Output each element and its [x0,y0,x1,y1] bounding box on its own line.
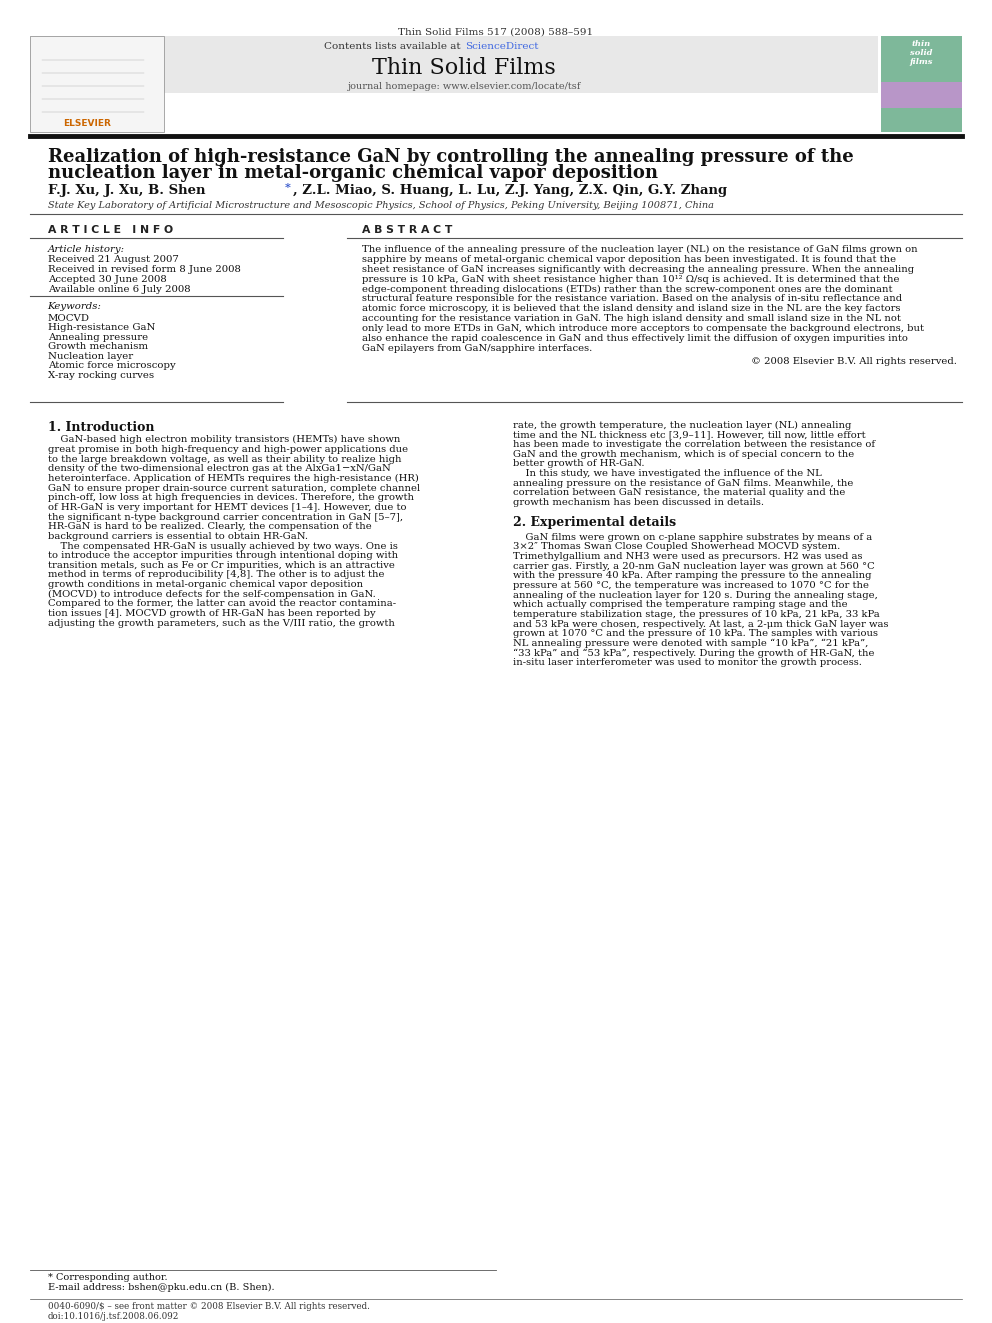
Text: rate, the growth temperature, the nucleation layer (NL) annealing: rate, the growth temperature, the nuclea… [513,421,851,430]
Text: nucleation layer in metal-organic chemical vapor deposition: nucleation layer in metal-organic chemic… [48,164,658,183]
Text: sheet resistance of GaN increases significantly with decreasing the annealing pr: sheet resistance of GaN increases signif… [362,265,915,274]
Text: GaN films were grown on c-plane sapphire substrates by means of a: GaN films were grown on c-plane sapphire… [513,533,872,542]
Text: to introduce the acceptor impurities through intentional doping with: to introduce the acceptor impurities thr… [48,552,398,560]
Text: (MOCVD) to introduce defects for the self-compensation in GaN.: (MOCVD) to introduce defects for the sel… [48,590,375,599]
Text: grown at 1070 °C and the pressure of 10 kPa. The samples with various: grown at 1070 °C and the pressure of 10 … [513,630,878,639]
Text: density of the two-dimensional electron gas at the AlxGa1−xN/GaN: density of the two-dimensional electron … [48,464,391,474]
Text: GaN epilayers from GaN/sapphire interfaces.: GaN epilayers from GaN/sapphire interfac… [362,344,592,353]
Text: * Corresponding author.: * Corresponding author. [48,1273,168,1282]
Text: Growth mechanism: Growth mechanism [48,343,148,351]
Text: has been made to investigate the correlation between the resistance of: has been made to investigate the correla… [513,441,875,448]
Text: GaN-based high electron mobility transistors (HEMTs) have shown: GaN-based high electron mobility transis… [48,435,400,445]
Text: GaN and the growth mechanism, which is of special concern to the: GaN and the growth mechanism, which is o… [513,450,854,459]
Text: Contents lists available at: Contents lists available at [324,42,464,52]
Text: pinch-off, low loss at high frequencies in devices. Therefore, the growth: pinch-off, low loss at high frequencies … [48,493,414,503]
Text: with the pressure 40 kPa. After ramping the pressure to the annealing: with the pressure 40 kPa. After ramping … [513,572,871,581]
Text: Keywords:: Keywords: [48,302,101,311]
Text: Nucleation layer: Nucleation layer [48,352,133,361]
Text: pressure at 560 °C, the temperature was increased to 1070 °C for the: pressure at 560 °C, the temperature was … [513,581,869,590]
Text: great promise in both high-frequency and high-power applications due: great promise in both high-frequency and… [48,445,408,454]
Text: edge-component threading dislocations (ETDs) rather than the screw-component one: edge-component threading dislocations (E… [362,284,893,294]
FancyBboxPatch shape [881,36,962,82]
Text: The compensated HR-GaN is usually achieved by two ways. One is: The compensated HR-GaN is usually achiev… [48,541,398,550]
Text: also enhance the rapid coalescence in GaN and thus effectively limit the diffusi: also enhance the rapid coalescence in Ga… [362,333,908,343]
Text: NL annealing pressure were denoted with sample “10 kPa”, “21 kPa”,: NL annealing pressure were denoted with … [513,639,868,648]
Text: Thin Solid Films 517 (2008) 588–591: Thin Solid Films 517 (2008) 588–591 [399,28,593,37]
Text: In this study, we have investigated the influence of the NL: In this study, we have investigated the … [513,468,821,478]
Text: HR-GaN is hard to be realized. Clearly, the compensation of the: HR-GaN is hard to be realized. Clearly, … [48,523,371,532]
Text: E-mail address: bshen@pku.edu.cn (B. Shen).: E-mail address: bshen@pku.edu.cn (B. She… [48,1283,274,1293]
Text: Received 21 August 2007: Received 21 August 2007 [48,255,179,265]
Text: Available online 6 July 2008: Available online 6 July 2008 [48,284,190,294]
Text: GaN to ensure proper drain-source current saturation, complete channel: GaN to ensure proper drain-source curren… [48,483,420,492]
Text: adjusting the growth parameters, such as the V/III ratio, the growth: adjusting the growth parameters, such as… [48,619,395,628]
Text: heterointerface. Application of HEMTs requires the high-resistance (HR): heterointerface. Application of HEMTs re… [48,474,419,483]
Text: sapphire by means of metal-organic chemical vapor deposition has been investigat: sapphire by means of metal-organic chemi… [362,254,896,263]
Text: Article history:: Article history: [48,245,125,254]
Text: Atomic force microscopy: Atomic force microscopy [48,361,176,370]
Text: growth conditions in metal-organic chemical vapor deposition: growth conditions in metal-organic chemi… [48,579,363,589]
Text: background carriers is essential to obtain HR-GaN.: background carriers is essential to obta… [48,532,308,541]
FancyBboxPatch shape [30,36,878,93]
Text: structural feature responsible for the resistance variation. Based on the analys: structural feature responsible for the r… [362,294,902,303]
Text: annealing pressure on the resistance of GaN films. Meanwhile, the: annealing pressure on the resistance of … [513,479,853,488]
Text: growth mechanism has been discussed in details.: growth mechanism has been discussed in d… [513,497,764,507]
FancyBboxPatch shape [30,36,164,132]
Text: *: * [285,181,291,193]
Text: Annealing pressure: Annealing pressure [48,332,148,341]
Text: Trimethylgallium and NH3 were used as precursors. H2 was used as: Trimethylgallium and NH3 were used as pr… [513,552,862,561]
Text: time and the NL thickness etc [3,9–11]. However, till now, little effort: time and the NL thickness etc [3,9–11]. … [513,430,865,439]
Text: F.J. Xu, J. Xu, B. Shen: F.J. Xu, J. Xu, B. Shen [48,184,209,197]
Text: Thin Solid Films: Thin Solid Films [372,57,557,79]
Text: carrier gas. Firstly, a 20-nm GaN nucleation layer was grown at 560 °C: carrier gas. Firstly, a 20-nm GaN nuclea… [513,562,875,570]
Text: MOCVD: MOCVD [48,314,89,323]
Text: correlation between GaN resistance, the material quality and the: correlation between GaN resistance, the … [513,488,845,497]
Text: only lead to more ETDs in GaN, which introduce more acceptors to compensate the : only lead to more ETDs in GaN, which int… [362,324,925,333]
Text: atomic force microscopy, it is believed that the island density and island size : atomic force microscopy, it is believed … [362,304,901,314]
Text: 1. Introduction: 1. Introduction [48,421,154,434]
Text: doi:10.1016/j.tsf.2008.06.092: doi:10.1016/j.tsf.2008.06.092 [48,1312,179,1322]
Text: A B S T R A C T: A B S T R A C T [362,225,452,235]
Text: the significant n-type background carrier concentration in GaN [5–7],: the significant n-type background carrie… [48,512,403,521]
Text: which actually comprised the temperature ramping stage and the: which actually comprised the temperature… [513,601,847,610]
Text: Accepted 30 June 2008: Accepted 30 June 2008 [48,275,167,284]
Text: ELSEVIER: ELSEVIER [63,119,111,128]
Text: transition metals, such as Fe or Cr impurities, which is an attractive: transition metals, such as Fe or Cr impu… [48,561,395,570]
Text: ScienceDirect: ScienceDirect [465,42,539,52]
Text: 3×2″ Thomas Swan Close Coupled Showerhead MOCVD system.: 3×2″ Thomas Swan Close Coupled Showerhea… [513,542,840,552]
Text: accounting for the resistance variation in GaN. The high island density and smal: accounting for the resistance variation … [362,314,901,323]
Text: Compared to the former, the latter can avoid the reactor contamina-: Compared to the former, the latter can a… [48,599,396,609]
Text: Realization of high-resistance GaN by controlling the annealing pressure of the: Realization of high-resistance GaN by co… [48,148,853,167]
Text: in-situ laser interferometer was used to monitor the growth process.: in-situ laser interferometer was used to… [513,659,862,667]
Text: pressure is 10 kPa, GaN with sheet resistance higher than 10¹² Ω/sq is achieved.: pressure is 10 kPa, GaN with sheet resis… [362,274,900,283]
Text: 0040-6090/$ – see front matter © 2008 Elsevier B.V. All rights reserved.: 0040-6090/$ – see front matter © 2008 El… [48,1302,369,1311]
Text: to the large breakdown voltage, as well as their ability to realize high: to the large breakdown voltage, as well … [48,455,401,463]
Text: State Key Laboratory of Artificial Microstructure and Mesoscopic Physics, School: State Key Laboratory of Artificial Micro… [48,201,713,210]
Text: The influence of the annealing pressure of the nucleation layer (NL) on the resi: The influence of the annealing pressure … [362,245,918,254]
Text: annealing of the nucleation layer for 120 s. During the annealing stage,: annealing of the nucleation layer for 12… [513,590,878,599]
Text: thin
solid
films: thin solid films [910,40,933,66]
Text: High-resistance GaN: High-resistance GaN [48,323,155,332]
Text: method in terms of reproducibility [4,8]. The other is to adjust the: method in terms of reproducibility [4,8]… [48,570,384,579]
Text: better growth of HR-GaN.: better growth of HR-GaN. [513,459,645,468]
Text: of HR-GaN is very important for HEMT devices [1–4]. However, due to: of HR-GaN is very important for HEMT dev… [48,503,406,512]
Text: and 53 kPa were chosen, respectively. At last, a 2-μm thick GaN layer was: and 53 kPa were chosen, respectively. At… [513,619,889,628]
FancyBboxPatch shape [881,108,962,132]
Text: 2. Experimental details: 2. Experimental details [513,516,676,529]
Text: journal homepage: www.elsevier.com/locate/tsf: journal homepage: www.elsevier.com/locat… [347,82,581,91]
Text: © 2008 Elsevier B.V. All rights reserved.: © 2008 Elsevier B.V. All rights reserved… [751,356,957,365]
Text: Received in revised form 8 June 2008: Received in revised form 8 June 2008 [48,265,240,274]
Text: X-ray rocking curves: X-ray rocking curves [48,370,154,380]
Text: temperature stabilization stage, the pressures of 10 kPa, 21 kPa, 33 kPa: temperature stabilization stage, the pre… [513,610,880,619]
Text: tion issues [4]. MOCVD growth of HR-GaN has been reported by: tion issues [4]. MOCVD growth of HR-GaN … [48,609,375,618]
Text: A R T I C L E   I N F O: A R T I C L E I N F O [48,225,173,235]
Text: , Z.L. Miao, S. Huang, L. Lu, Z.J. Yang, Z.X. Qin, G.Y. Zhang: , Z.L. Miao, S. Huang, L. Lu, Z.J. Yang,… [293,184,727,197]
Text: “33 kPa” and “53 kPa”, respectively. During the growth of HR-GaN, the: “33 kPa” and “53 kPa”, respectively. Dur… [513,648,874,658]
FancyBboxPatch shape [881,82,962,108]
